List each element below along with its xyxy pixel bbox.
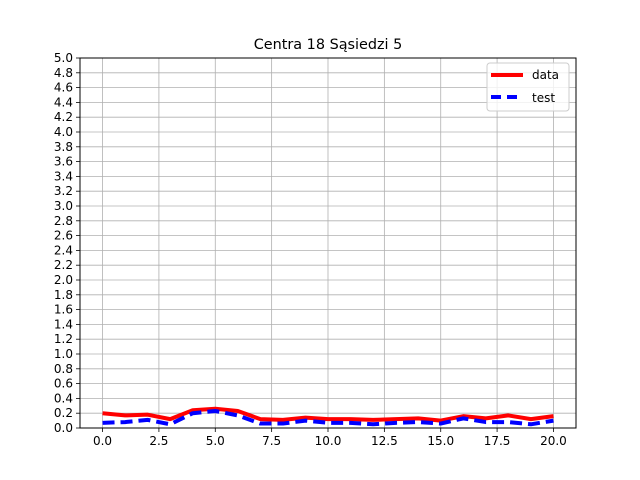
y-tick-label: 2.6 [54,229,73,243]
y-tick-label: 2.8 [54,214,73,228]
y-tick-label: 1.4 [54,317,73,331]
series-layer [102,406,554,427]
legend-label-data: data [532,68,559,82]
y-tick-label: 0.8 [54,362,73,376]
series-line-data [102,406,554,423]
y-tick-label: 1.2 [54,332,73,346]
y-tick-label: 5.0 [54,51,73,65]
y-tick-label: 1.0 [54,347,73,361]
y-tick-label: 2.2 [54,258,73,272]
x-tick-label: 7.5 [262,434,281,448]
y-tick-label: 1.6 [54,303,73,317]
x-tick-label: 17.5 [484,434,511,448]
x-tick-label: 15.0 [427,434,454,448]
y-tick-label: 4.4 [54,95,73,109]
y-tick-label: 3.0 [54,199,73,213]
chart-title: Centra 18 Sąsiedzi 5 [254,37,403,53]
y-tick-label: 3.4 [54,169,73,183]
y-tick-label: 0.2 [54,406,73,420]
x-tick-label: 2.5 [149,434,168,448]
x-tick-label: 20.0 [540,434,567,448]
y-tick-label: 0.6 [54,377,73,391]
legend: data test [486,62,570,112]
y-tick-label: 2.4 [54,243,73,257]
x-tick-label: 0.0 [93,434,112,448]
y-tick-label: 4.0 [54,125,73,139]
y-axis: 0.00.20.40.60.81.01.21.41.61.82.02.22.42… [54,51,80,435]
x-tick-label: 5.0 [206,434,225,448]
y-tick-label: 4.8 [54,66,73,80]
x-axis: 0.0 2.5 5.0 7.5 10.0 12.5 15.0 17.5 20.0 [93,428,567,448]
y-tick-label: 0.0 [54,421,73,435]
y-tick-label: 4.6 [54,81,73,95]
y-tick-label: 3.8 [54,140,73,154]
y-tick-label: 0.4 [54,391,73,405]
y-tick-label: 2.0 [54,273,73,287]
y-tick-label: 3.6 [54,155,73,169]
legend-label-test: test [532,91,555,105]
y-tick-label: 1.8 [54,288,73,302]
x-tick-label: 10.0 [315,434,342,448]
series-line-test [102,408,554,427]
x-tick-label: 12.5 [371,434,398,448]
y-tick-label: 4.2 [54,110,73,124]
y-tick-label: 3.2 [54,184,73,198]
